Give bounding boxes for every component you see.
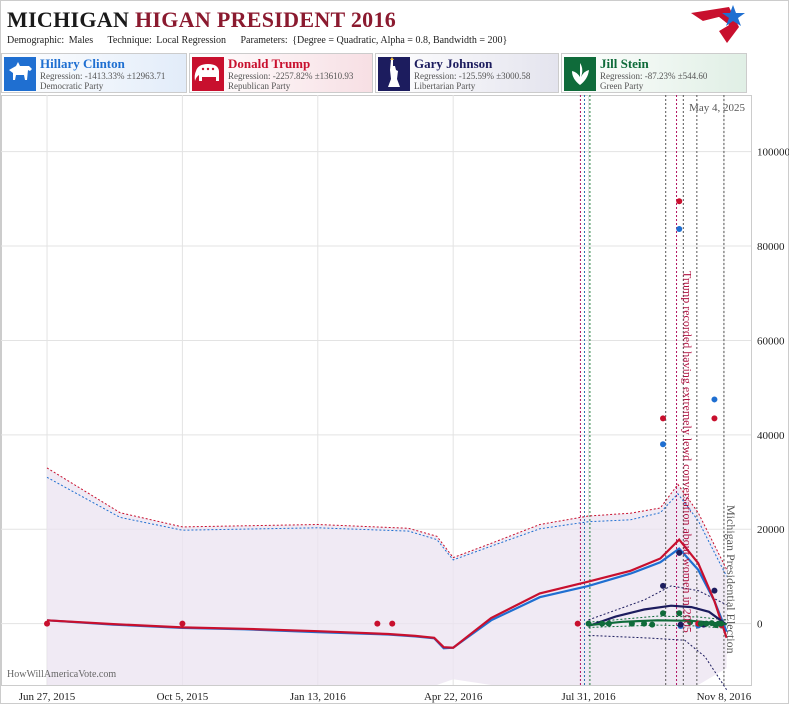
legend-name: Donald Trump (228, 56, 311, 71)
demographic-value: Males (68, 35, 94, 46)
jill-stein-data-point (703, 620, 710, 627)
legend-name: Jill Stein (600, 56, 649, 71)
donald-trump-data-point (574, 620, 581, 627)
y-tick-label: 80000 (757, 241, 785, 253)
parameters-label: Parameters: (240, 35, 288, 46)
gary-johnson-lower-bound (588, 634, 728, 690)
legend: Hillary Clinton Regression: -1413.33% ±1… (1, 53, 789, 95)
donald-trump-data-point (44, 620, 51, 627)
gary-johnson-data-point (676, 549, 683, 556)
legend-regression: Regression: -1413.33% ±12963.71 (40, 71, 166, 81)
jill-stein-data-point (641, 620, 648, 627)
star-flag-logo-icon (691, 5, 745, 43)
site-watermark: HowWillAmericaVote.com (7, 669, 117, 680)
donald-trump-regression-line (46, 537, 728, 649)
legend-name: Hillary Clinton (40, 56, 125, 71)
hillary-clinton-data-point (676, 226, 683, 233)
y-tick-label: 0 (757, 619, 763, 631)
demographic-label: Demographic: (7, 35, 65, 46)
leaf-icon (564, 57, 596, 91)
confidence-band (47, 467, 727, 685)
regression-chart: 0 20000 40000 60000 80000 100000 Jun 27, 2015 O… (1, 95, 789, 703)
gary-johnson-regression-line (588, 604, 728, 628)
jill-stein-data-point (718, 620, 725, 627)
x-tick-label: Jan 13, 2016 (290, 691, 346, 703)
legend-item-stein[interactable]: Jill Stein Regression: -87.23% ±544.60 G… (561, 53, 747, 93)
donald-trump-upper-bound (46, 467, 728, 570)
gary-johnson-upper-bound (588, 585, 727, 621)
hillary-clinton-data-point (660, 441, 667, 448)
elephant-icon (192, 57, 224, 91)
legend-item-johnson[interactable]: Gary Johnson Regression: -125.59% ±3000.… (375, 53, 559, 93)
x-tick-label: Jun 27, 2015 (19, 691, 76, 703)
annotation-label: Michigan Presidential Election (724, 505, 738, 654)
annotation-label: Trump recorded having extremely lewd con… (681, 271, 695, 633)
gary-johnson-data-point (660, 582, 667, 589)
donkey-icon (4, 57, 36, 91)
jill-stein-data-point (585, 620, 592, 627)
jill-stein-data-point (676, 610, 683, 617)
statue-of-liberty-icon (378, 57, 410, 91)
date-stamp: May 4, 2025 (689, 102, 745, 114)
technique-label: Technique: (107, 35, 152, 46)
legend-regression: Regression: -87.23% ±544.60 (600, 71, 708, 81)
donald-trump-data-point (179, 620, 186, 627)
y-tick-label: 40000 (757, 430, 785, 442)
jill-stein-data-point (628, 620, 635, 627)
title-state: MICHIGAN (7, 7, 130, 32)
donald-trump-data-point (374, 620, 381, 627)
technique-value: Local Regression (156, 35, 226, 46)
x-tick-label: Jul 31, 2016 (561, 691, 616, 703)
donald-trump-data-point (660, 415, 667, 422)
legend-regression: Regression: -125.59% ±3000.58 (414, 71, 531, 81)
hillary-clinton-data-point (711, 396, 718, 403)
legend-item-clinton[interactable]: Hillary Clinton Regression: -1413.33% ±1… (1, 53, 187, 93)
jill-stein-data-point (649, 621, 656, 628)
y-tick-label: 100000 (757, 147, 789, 159)
donald-trump-data-point (676, 198, 683, 205)
legend-party: Republican Party (228, 81, 291, 91)
parameters-value: {Degree = Quadratic, Alpha = 0.8, Bandwi… (292, 35, 508, 46)
donald-trump-data-point (711, 415, 718, 422)
gary-johnson-data-point (677, 621, 684, 628)
jill-stein-data-point (660, 610, 667, 617)
jill-stein-data-point (599, 620, 606, 627)
title-race: HIGAN PRESIDENT 2016 (135, 7, 397, 32)
parameters-line: Demographic: Males Technique: Local Regr… (7, 35, 519, 46)
jill-stein-upper-bound (588, 615, 727, 623)
page-title: MICHIGAN HIGAN PRESIDENT 2016 (7, 7, 396, 33)
legend-party: Green Party (600, 81, 644, 91)
legend-regression: Regression: -2257.82% ±13610.93 (228, 71, 354, 81)
donald-trump-data-point (389, 620, 396, 627)
legend-item-trump[interactable]: Donald Trump Regression: -2257.82% ±1361… (189, 53, 373, 93)
hillary-clinton-upper-bound (46, 476, 728, 577)
legend-party: Libertarian Party (414, 81, 476, 91)
x-tick-label: Oct 5, 2015 (157, 691, 209, 703)
y-tick-label: 60000 (757, 335, 785, 347)
jill-stein-data-point (697, 620, 704, 627)
x-tick-label: Nov 8, 2016 (697, 691, 752, 703)
legend-party: Democratic Party (40, 81, 104, 91)
legend-name: Gary Johnson (414, 56, 493, 71)
jill-stein-data-point (605, 620, 612, 627)
gary-johnson-data-point (711, 587, 718, 594)
jill-stein-data-point (687, 619, 694, 626)
y-tick-label: 20000 (757, 524, 785, 536)
x-tick-label: Apr 22, 2016 (424, 691, 483, 703)
